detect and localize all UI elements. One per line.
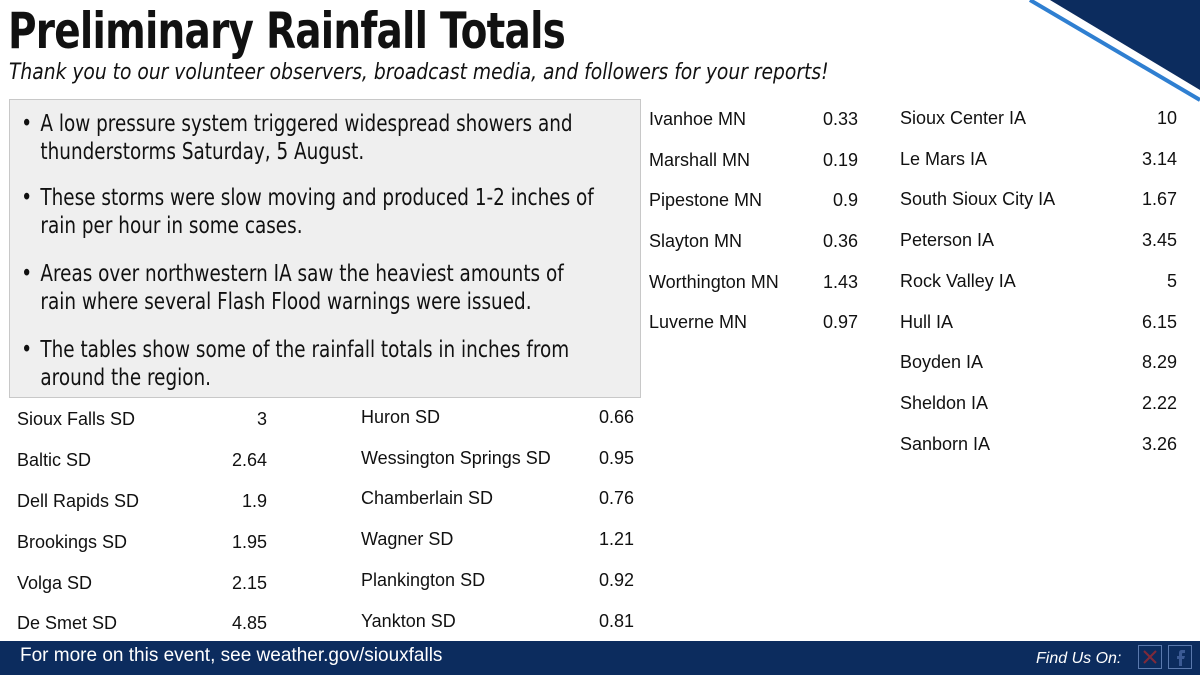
location-name: Baltic SD: [17, 450, 92, 470]
page-subtitle: Thank you to our volunteer observers, br…: [9, 60, 829, 85]
table-row: Brookings SD 1.95: [17, 530, 267, 554]
location-name: South Sioux City IA: [900, 189, 1056, 209]
rainfall-amount: 2.15: [231, 573, 267, 593]
rainfall-amount: 1.43: [822, 272, 858, 292]
table-row: Peterson IA 3.45: [900, 228, 1177, 252]
location-name: Brookings SD: [17, 532, 128, 552]
rainfall-amount: 1.21: [598, 529, 634, 549]
bullet-dot-icon: •: [21, 185, 33, 211]
table-row: Marshall MN 0.19: [649, 148, 858, 172]
rainfall-amount: 1.9: [241, 491, 267, 511]
table-row: Wagner SD 1.21: [361, 527, 634, 551]
rainfall-amount: 2.22: [1141, 393, 1177, 413]
rainfall-amount: 0.33: [822, 109, 858, 129]
rainfall-amount: 4.85: [231, 613, 267, 633]
summary-panel: • A low pressure system triggered widesp…: [9, 99, 641, 398]
rainfall-amount: 1.95: [231, 532, 267, 552]
table-row: Ivanhoe MN 0.33: [649, 107, 858, 131]
x-icon[interactable]: [1138, 645, 1162, 669]
rainfall-amount: 0.36: [822, 231, 858, 251]
location-name: Wagner SD: [361, 529, 454, 549]
location-name: Le Mars IA: [900, 149, 988, 169]
rainfall-amount: 5: [1166, 271, 1177, 291]
rainfall-amount: 0.19: [822, 150, 858, 170]
table-row: De Smet SD 4.85: [17, 611, 267, 635]
location-name: Plankington SD: [361, 570, 486, 590]
table-row: Pipestone MN 0.9: [649, 188, 858, 212]
location-name: Sioux Falls SD: [17, 409, 136, 429]
location-name: Volga SD: [17, 573, 93, 593]
table-row: Chamberlain SD 0.76: [361, 486, 634, 510]
table-row: Sheldon IA 2.22: [900, 391, 1177, 415]
location-name: Worthington MN: [649, 272, 779, 292]
location-name: Boyden IA: [900, 352, 984, 372]
table-row: Sioux Falls SD 3: [17, 407, 267, 431]
location-name: Marshall MN: [649, 150, 751, 170]
location-name: De Smet SD: [17, 613, 118, 633]
location-name: Huron SD: [361, 407, 441, 427]
rainfall-amount: 0.92: [598, 570, 634, 590]
find-us-label: Find Us On:: [1036, 650, 1122, 667]
rainfall-amount: 0.76: [598, 488, 634, 508]
location-name: Peterson IA: [900, 230, 995, 250]
location-name: Chamberlain SD: [361, 488, 494, 508]
bullet-dot-icon: •: [21, 111, 33, 137]
bullet-dot-icon: •: [21, 261, 33, 287]
footer-bar: For more on this event, see weather.gov/…: [0, 641, 1200, 675]
table-row: Worthington MN 1.43: [649, 270, 858, 294]
rainfall-amount: 3.45: [1141, 230, 1177, 250]
table-row: Volga SD 2.15: [17, 571, 267, 595]
table-row: Dell Rapids SD 1.9: [17, 489, 267, 513]
table-row: Luverne MN 0.97: [649, 310, 858, 334]
table-row: Huron SD 0.66: [361, 405, 634, 429]
corner-stripe-decoration: [1017, 0, 1200, 110]
table-row: Baltic SD 2.64: [17, 448, 267, 472]
rainfall-amount: 0.97: [822, 312, 858, 332]
table-row: Yankton SD 0.81: [361, 609, 634, 633]
location-name: Sioux Center IA: [900, 108, 1027, 128]
table-row: Slayton MN 0.36: [649, 229, 858, 253]
table-row: Sanborn IA 3.26: [900, 432, 1177, 456]
table-row: Hull IA 6.15: [900, 310, 1177, 334]
facebook-icon[interactable]: [1168, 645, 1192, 669]
rainfall-amount: 0.81: [598, 611, 634, 631]
location-name: Luverne MN: [649, 312, 748, 332]
summary-bullet: • The tables show some of the rainfall t…: [21, 337, 570, 391]
rainfall-amount: 0.66: [598, 407, 634, 427]
summary-bullet: • Areas over northwestern IA saw the hea…: [21, 261, 564, 315]
rainfall-amount: 2.64: [231, 450, 267, 470]
rainfall-amount: 6.15: [1141, 312, 1177, 332]
location-name: Yankton SD: [361, 611, 456, 631]
location-name: Wessington Springs SD: [361, 448, 551, 468]
table-row: Le Mars IA 3.14: [900, 147, 1177, 171]
bullet-dot-icon: •: [21, 337, 33, 363]
location-name: Dell Rapids SD: [17, 491, 140, 511]
rainfall-amount: 0.95: [598, 448, 634, 468]
rainfall-amount: 8.29: [1141, 352, 1177, 372]
rainfall-amount: 3.26: [1141, 434, 1177, 454]
table-row: Wessington Springs SD 0.95: [361, 446, 634, 470]
location-name: Sanborn IA: [900, 434, 991, 454]
location-name: Slayton MN: [649, 231, 743, 251]
summary-bullet: • A low pressure system triggered widesp…: [21, 111, 573, 165]
rainfall-amount: 1.67: [1141, 189, 1177, 209]
location-name: Sheldon IA: [900, 393, 989, 413]
rainfall-amount: 3: [256, 409, 267, 429]
table-row: Boyden IA 8.29: [900, 350, 1177, 374]
summary-bullet: • These storms were slow moving and prod…: [21, 185, 594, 239]
location-name: Rock Valley IA: [900, 271, 1016, 291]
table-row: Rock Valley IA 5: [900, 269, 1177, 293]
rainfall-amount: 3.14: [1141, 149, 1177, 169]
location-name: Ivanhoe MN: [649, 109, 747, 129]
location-name: Pipestone MN: [649, 190, 763, 210]
table-row: South Sioux City IA 1.67: [900, 187, 1177, 211]
table-row: Plankington SD 0.92: [361, 568, 634, 592]
table-row: Sioux Center IA 10: [900, 106, 1177, 130]
footer-link-text[interactable]: For more on this event, see weather.gov/…: [20, 645, 443, 666]
rainfall-amount: 0.9: [832, 190, 858, 210]
page-title: Preliminary Rainfall Totals: [8, 2, 566, 60]
location-name: Hull IA: [900, 312, 954, 332]
rainfall-amount: 10: [1156, 108, 1177, 128]
